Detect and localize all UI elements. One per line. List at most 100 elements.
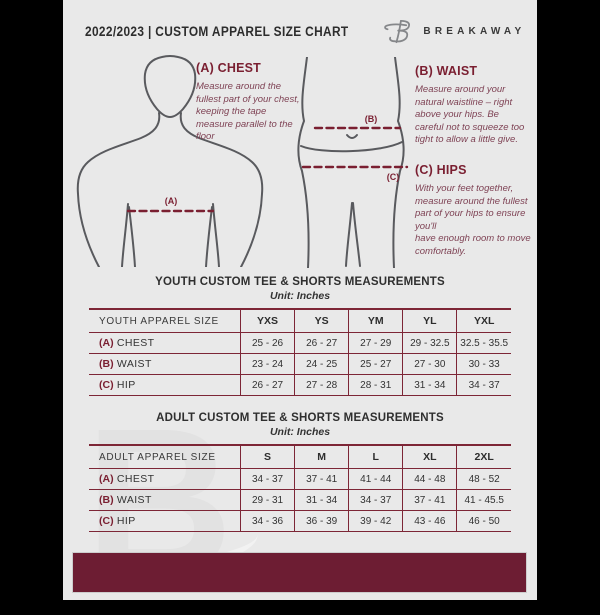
measurement-value-cell: 26 - 27 bbox=[239, 374, 295, 396]
measurement-value-cell: 39 - 42 bbox=[348, 510, 403, 532]
figure-left-inner-arm bbox=[121, 203, 129, 267]
measurement-letter: (A) bbox=[99, 337, 114, 349]
measurement-value-cell: 43 - 46 bbox=[402, 510, 457, 532]
adult-size-table: ADULT APPAREL SIZE S M L XL 2XL (A) CHEST 34 - … bbox=[89, 444, 511, 532]
measurement-value-cell: 34 - 37 bbox=[348, 489, 403, 511]
table-row: (A) CHEST 34 - 37 37 - 41 41 - 44 44 - 48 48 … bbox=[89, 468, 511, 490]
table-row: (C) HIP 34 - 36 36 - 39 39 - 42 43 - 46 46 - … bbox=[89, 510, 511, 532]
chest-heading: (A) CHEST bbox=[196, 61, 261, 75]
measurement-label-cell: (C) HIP bbox=[89, 511, 241, 532]
measurement-value-cell: 28 - 31 bbox=[348, 374, 403, 396]
size-category-header: YOUTH APPAREL SIZE bbox=[99, 315, 219, 327]
figure-right-torso-side bbox=[205, 206, 213, 267]
table-row: (A) CHEST 25 - 26 26 - 27 27 - 29 29 - 32.5 3… bbox=[89, 332, 511, 354]
footer-accent-bar bbox=[73, 553, 526, 592]
youth-unit-label: Unit: Inches bbox=[269, 290, 331, 302]
table-head: YOUTH APPAREL SIZE YXS YS YM YL YXL bbox=[89, 309, 511, 333]
measurement-letter: (B) bbox=[99, 358, 114, 370]
measurement-value-cell: 41 - 44 bbox=[348, 468, 403, 490]
chest-line-label: (A) bbox=[165, 196, 178, 206]
measurement-value-cell: 29 - 32.5 bbox=[402, 332, 457, 354]
brand-lockup: BREAKAWAY bbox=[384, 18, 521, 45]
size-category-header: ADULT APPAREL SIZE bbox=[99, 451, 216, 463]
figure-left-inner-leg bbox=[345, 202, 353, 267]
figure-head bbox=[143, 55, 197, 119]
size-column-header: XL bbox=[402, 445, 457, 469]
measurement-value-cell: 37 - 41 bbox=[402, 489, 457, 511]
measurement-label-cell: (B) WAIST bbox=[89, 354, 241, 375]
figure-right-shoulder-arm bbox=[179, 112, 264, 267]
measurement-value-cell: 27 - 30 bbox=[402, 353, 457, 375]
adult-unit-label: Unit: Inches bbox=[269, 426, 331, 438]
hips-heading: (C) HIPS bbox=[415, 163, 467, 177]
figure-left-torso-side bbox=[128, 206, 136, 267]
measurement-label-cell: (B) WAIST bbox=[89, 490, 241, 511]
page-title: 2022/2023 | CUSTOM APPAREL SIZE CHART bbox=[85, 23, 349, 39]
table-body: (A) CHEST 34 - 37 37 - 41 41 - 44 44 - 48 48 … bbox=[89, 468, 511, 532]
youth-size-table: YOUTH APPAREL SIZE YXS YS YM YL YXL (A) CHEST 2… bbox=[89, 308, 511, 396]
table-header-row: YOUTH APPAREL SIZE YXS YS YM YL YXL bbox=[89, 309, 511, 333]
measurement-letter: (C) bbox=[99, 515, 114, 527]
table-header-row: ADULT APPAREL SIZE S M L XL 2XL bbox=[89, 445, 511, 469]
measurement-label-cell: (A) CHEST bbox=[89, 333, 241, 354]
measurement-name: HIP bbox=[113, 515, 136, 527]
measurement-name: CHEST bbox=[113, 337, 155, 349]
figure-right-inner-leg bbox=[352, 202, 361, 267]
hip-line-label: (C) bbox=[387, 172, 400, 182]
table-head: ADULT APPAREL SIZE S M L XL 2XL bbox=[89, 445, 511, 469]
breakaway-logo-icon bbox=[384, 19, 411, 43]
size-column-header: M bbox=[294, 445, 349, 469]
adult-section-title: ADULT CUSTOM TEE & SHORTS MEASUREMENTS bbox=[156, 412, 444, 424]
figure-left-hip-outline bbox=[297, 57, 310, 268]
waist-instruction-block: (B) WAIST Measure around your natural wa… bbox=[415, 64, 527, 147]
size-column-header: YXL bbox=[456, 309, 511, 333]
measurement-value-cell: 34 - 37 bbox=[456, 374, 511, 396]
size-column-header: S bbox=[239, 445, 295, 469]
table-body: (A) CHEST 25 - 26 26 - 27 27 - 29 29 - 32.5 3… bbox=[89, 332, 511, 396]
figure-right-inner-arm bbox=[212, 203, 220, 267]
waist-heading: (B) WAIST bbox=[415, 64, 478, 78]
waist-body-text: Measure around your natural waistline – … bbox=[415, 84, 525, 146]
size-chart-canvas: { "header": { "title": "2022/2023 | CUST… bbox=[63, 0, 537, 603]
measurement-letter: (C) bbox=[99, 379, 114, 391]
measurement-value-cell: 46 - 50 bbox=[456, 510, 511, 532]
measurement-value-cell: 41 - 45.5 bbox=[456, 489, 511, 511]
size-column-header: YS bbox=[294, 309, 349, 333]
measurement-value-cell: 44 - 48 bbox=[402, 468, 457, 490]
measurement-value-cell: 25 - 26 bbox=[239, 332, 295, 354]
chest-measurement-figure: (A) bbox=[76, 55, 264, 267]
table-row: (B) WAIST 29 - 31 31 - 34 34 - 37 37 - 41 41 … bbox=[89, 489, 511, 511]
size-column-header: YM bbox=[348, 309, 403, 333]
figure-left-shoulder-arm bbox=[76, 112, 161, 267]
measurement-name: HIP bbox=[113, 379, 136, 391]
measurement-letter: (A) bbox=[99, 473, 114, 485]
measurement-label-cell: (C) HIP bbox=[89, 375, 241, 396]
measurement-value-cell: 27 - 28 bbox=[294, 374, 349, 396]
measurement-value-cell: 37 - 41 bbox=[294, 468, 349, 490]
measurement-value-cell: 25 - 27 bbox=[348, 353, 403, 375]
hips-body-text: With your feet together, measure around … bbox=[415, 183, 531, 257]
measurement-value-cell: 30 - 33 bbox=[456, 353, 511, 375]
measurement-value-cell: 24 - 25 bbox=[294, 353, 349, 375]
measurement-name: WAIST bbox=[113, 494, 152, 506]
table-row: (B) WAIST 23 - 24 24 - 25 25 - 27 27 - 30 30 … bbox=[89, 353, 511, 375]
measurement-value-cell: 31 - 34 bbox=[294, 489, 349, 511]
measurement-label-cell: (A) CHEST bbox=[89, 469, 241, 490]
size-column-header: YXS bbox=[239, 309, 295, 333]
measurement-letter: (B) bbox=[99, 494, 114, 506]
size-column-header: L bbox=[348, 445, 403, 469]
measurement-value-cell: 34 - 36 bbox=[239, 510, 295, 532]
waist-line-label: (B) bbox=[365, 114, 378, 124]
figure-right-hip-outline bbox=[392, 57, 405, 268]
measurement-value-cell: 36 - 39 bbox=[294, 510, 349, 532]
waist-hip-measurement-figure: (B) (C) bbox=[297, 57, 409, 268]
table-row: (C) HIP 26 - 27 27 - 28 28 - 31 31 - 34 34 - … bbox=[89, 374, 511, 396]
measurement-value-cell: 29 - 31 bbox=[239, 489, 295, 511]
measurement-value-cell: 34 - 37 bbox=[239, 468, 295, 490]
measurement-value-cell: 26 - 27 bbox=[294, 332, 349, 354]
size-column-header: 2XL bbox=[456, 445, 511, 469]
measurement-value-cell: 48 - 52 bbox=[456, 468, 511, 490]
measurement-value-cell: 23 - 24 bbox=[239, 353, 295, 375]
hips-instruction-block: (C) HIPS With your feet together, measur… bbox=[415, 163, 533, 258]
size-column-header: YL bbox=[402, 309, 457, 333]
